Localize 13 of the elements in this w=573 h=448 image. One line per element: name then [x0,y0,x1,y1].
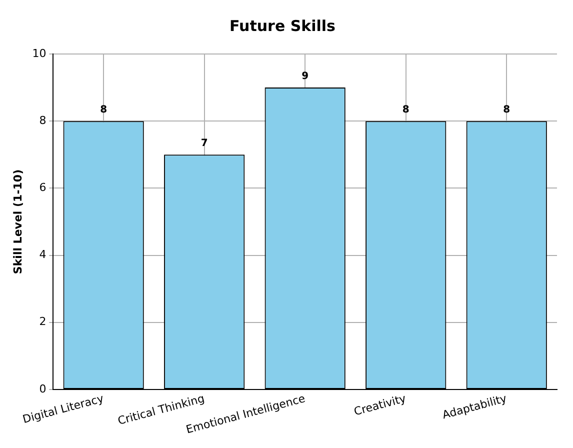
y-tick-label: 6 [39,181,46,194]
y-tick-label: 10 [32,46,46,60]
y-axis-title: Skill Level (1-10) [11,169,24,274]
data-label: 8 [100,104,108,116]
y-tick-label: 4 [39,248,46,262]
data-label: 9 [302,71,309,82]
data-label: 7 [200,138,208,150]
data-label: 8 [503,104,510,116]
data-label: 8 [402,104,410,116]
x-tick-label: Creativity [352,392,408,418]
y-tick-label: 8 [39,114,46,127]
chart-title: Future Skills [230,16,336,35]
y-tick-label: 2 [39,315,46,328]
